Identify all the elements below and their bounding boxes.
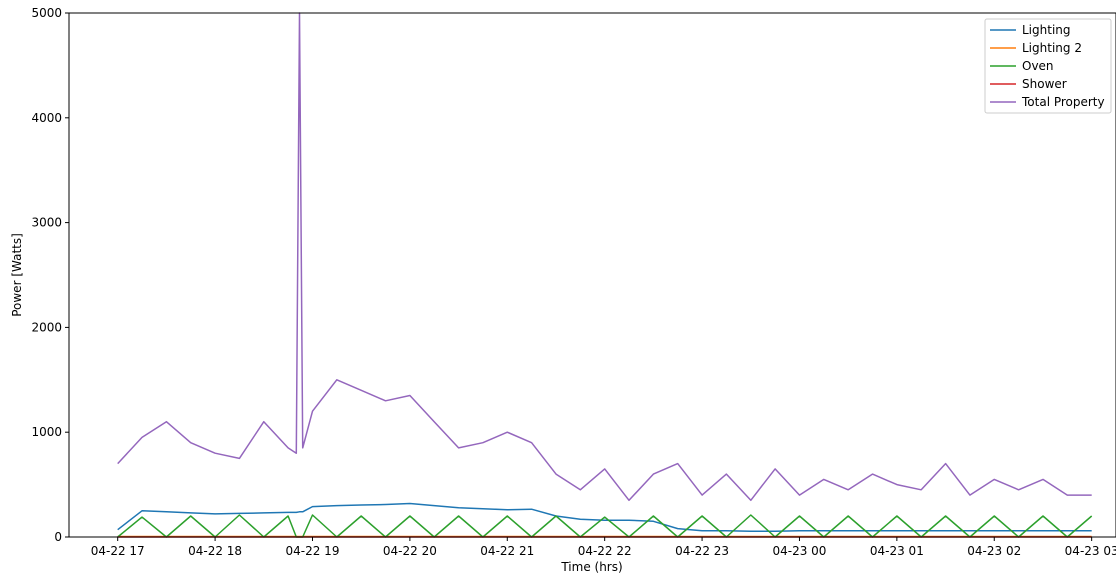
x-axis-label: Time (hrs) [560, 560, 622, 574]
y-tick-label: 3000 [31, 216, 62, 230]
x-tick-label: 04-22 20 [383, 544, 437, 558]
y-tick-label: 0 [54, 530, 62, 544]
legend-label-total-property: Total Property [1021, 95, 1105, 109]
x-tick-label: 04-22 19 [286, 544, 340, 558]
x-tick-label: 04-22 17 [91, 544, 145, 558]
legend-label-shower: Shower [1022, 77, 1067, 91]
y-tick-label: 4000 [31, 111, 62, 125]
series-line-lighting [117, 502, 1092, 532]
y-axis: 0 1000 2000 3000 4000 5000 [31, 6, 69, 544]
y-tick-label: 1000 [31, 425, 62, 439]
x-tick-label: 04-22 22 [578, 544, 632, 558]
x-tick-label: 04-23 00 [772, 544, 826, 558]
x-tick-label: 04-22 21 [480, 544, 534, 558]
legend-label-lighting-2: Lighting 2 [1022, 41, 1082, 55]
x-axis: 04-22 17 04-22 18 04-22 19 04-22 20 04-22 21… [91, 537, 1116, 558]
x-tick-label: 04-23 01 [870, 544, 924, 558]
series-line-oven [117, 514, 1093, 538]
y-axis-label: Power [Watts] [10, 233, 24, 317]
legend-label-lighting: Lighting [1022, 23, 1071, 37]
x-tick-label: 04-22 18 [188, 544, 242, 558]
x-tick-label: 04-23 03 [1065, 544, 1116, 558]
legend-label-oven: Oven [1022, 59, 1054, 73]
legend: Lighting Lighting 2 Oven Shower Total Proper… [984, 18, 1112, 114]
plot-frame [68, 12, 1116, 538]
series-layer [117, 12, 1093, 538]
series-line-total-property [117, 12, 1092, 502]
y-tick-label: 5000 [31, 6, 62, 20]
x-tick-label: 04-22 23 [675, 544, 729, 558]
y-tick-label: 2000 [31, 320, 62, 334]
x-tick-label: 04-23 02 [967, 544, 1021, 558]
legend-box [984, 18, 1112, 114]
